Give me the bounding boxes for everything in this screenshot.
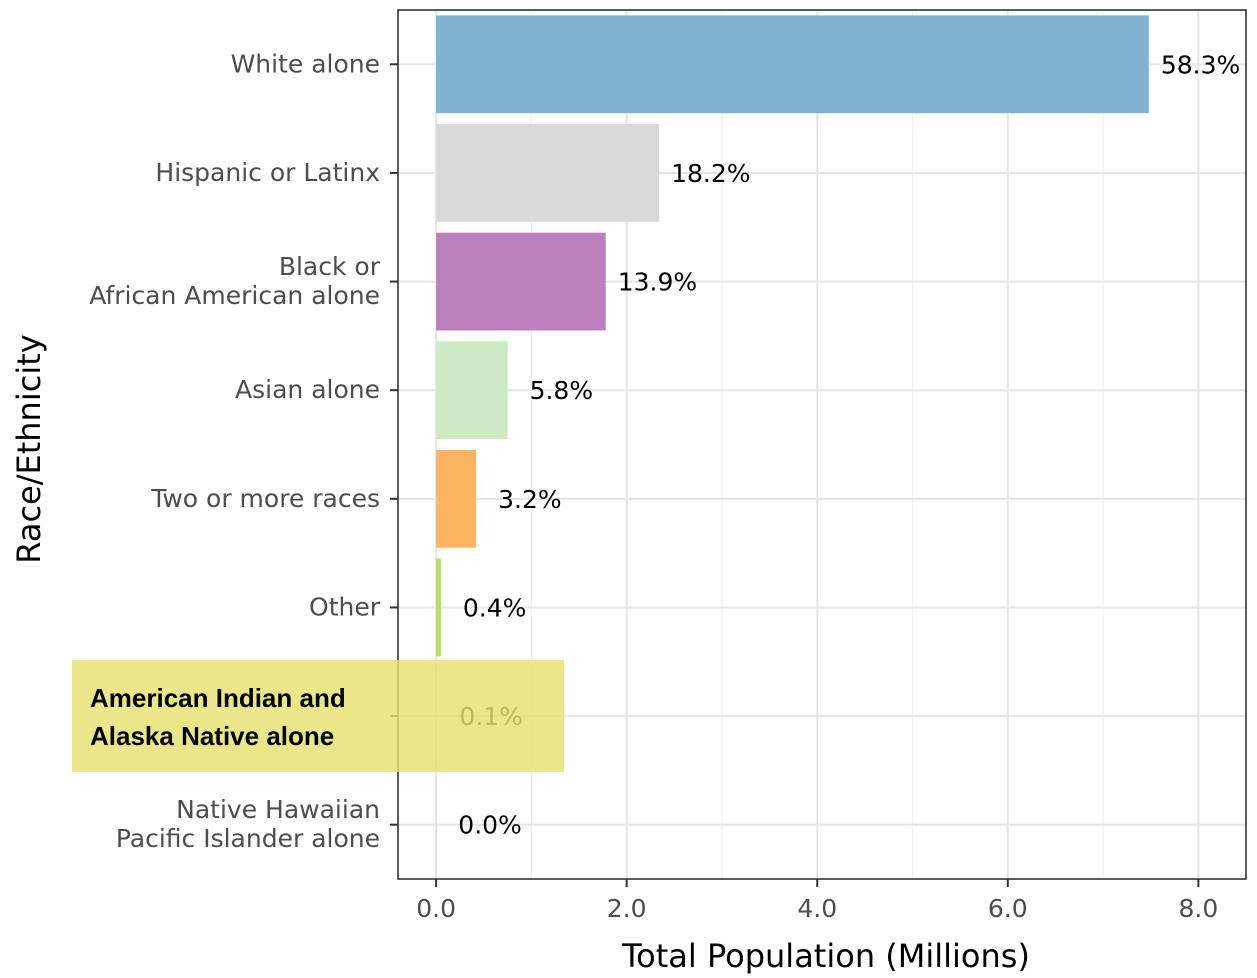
bar bbox=[436, 559, 441, 657]
y-tick-label-line: Two or more races bbox=[150, 484, 380, 513]
y-tick-label: Two or more races bbox=[150, 484, 380, 513]
data-label: 0.4% bbox=[463, 593, 527, 622]
bar bbox=[436, 450, 476, 548]
data-label: 5.8% bbox=[530, 376, 594, 405]
x-tick-label: 0.0 bbox=[416, 894, 456, 923]
x-tick-label: 2.0 bbox=[607, 894, 647, 923]
x-tick-label: 6.0 bbox=[988, 894, 1028, 923]
data-label: 58.3% bbox=[1161, 50, 1240, 79]
x-axis-title: Total Population (Millions) bbox=[621, 937, 1030, 974]
y-tick-label-line: Pacific Islander alone bbox=[116, 824, 380, 853]
highlight-layer: American Indian and Alaska Native alone bbox=[72, 660, 564, 772]
y-tick-label: Other bbox=[309, 592, 381, 621]
y-tick-label-line: Hispanic or Latinx bbox=[155, 158, 380, 187]
highlight-label-line: Alaska Native alone bbox=[90, 721, 334, 751]
highlight-label-line: American Indian and bbox=[90, 683, 346, 713]
y-tick-label: Hispanic or Latinx bbox=[155, 158, 380, 187]
y-tick-label-line: Asian alone bbox=[235, 375, 380, 404]
y-axis-title: Race/Ethnicity bbox=[10, 334, 48, 563]
bar bbox=[436, 233, 606, 331]
highlight-box bbox=[72, 660, 564, 772]
y-tick-label-line: Other bbox=[309, 592, 381, 621]
data-label: 18.2% bbox=[671, 159, 750, 188]
y-tick-label-line: Native Hawaiian bbox=[176, 795, 380, 824]
y-tick-label: Asian alone bbox=[235, 375, 380, 404]
y-tick-label: White alone bbox=[231, 49, 380, 78]
data-label: 0.0% bbox=[458, 811, 522, 840]
x-tick-label: 4.0 bbox=[797, 894, 837, 923]
x-tick-label: 8.0 bbox=[1178, 894, 1218, 923]
bar bbox=[436, 341, 507, 439]
y-tick-label-line: Black or bbox=[279, 252, 381, 281]
data-label: 13.9% bbox=[618, 268, 697, 297]
x-tick-layer: 0.0 2.0 4.0 6.0 8.0 bbox=[416, 879, 1218, 923]
bar bbox=[436, 15, 1149, 113]
bar bbox=[436, 124, 659, 222]
y-tick-label-line: African American alone bbox=[89, 281, 380, 310]
y-tick-label-line: White alone bbox=[231, 49, 380, 78]
data-label: 3.2% bbox=[498, 485, 562, 514]
